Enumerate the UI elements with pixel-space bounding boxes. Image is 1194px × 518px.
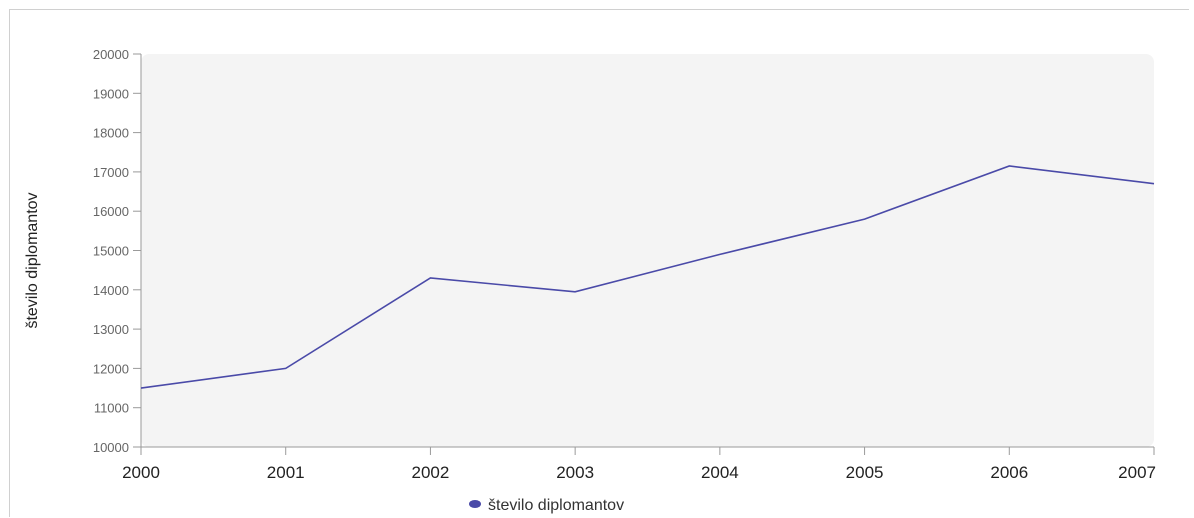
series-line[interactable] (140, 165, 1155, 389)
y-tick-label: 11000 (94, 401, 129, 416)
y-tick-label: 16000 (93, 204, 129, 219)
data-point[interactable] (138, 385, 144, 391)
y-axis-ticks: 10000 11000 12000 13000 14000 15000 16000 17000… (93, 47, 141, 455)
y-tick-label: 10000 (93, 440, 129, 455)
y-tick-label: 15000 (93, 244, 129, 259)
x-tick-label: 2006 (990, 463, 1028, 482)
series-layer (138, 163, 1157, 391)
x-tick-label: 2007 (1118, 463, 1156, 482)
y-tick-label: 17000 (93, 165, 129, 180)
y-tick-label: 20000 (93, 47, 129, 62)
data-point[interactable] (572, 289, 578, 295)
x-tick-label: 2001 (267, 463, 305, 482)
chart-frame (9, 9, 1189, 517)
y-tick-label: 13000 (93, 322, 129, 337)
y-tick-label: 12000 (93, 361, 129, 376)
data-point[interactable] (283, 365, 289, 371)
data-point[interactable] (1006, 163, 1012, 169)
x-axis-ticks: 2000 2001 2002 2003 2004 2005 2006 2007 (122, 447, 1156, 482)
legend[interactable]: število diplomantov (469, 497, 624, 514)
x-tick-label: 2003 (556, 463, 594, 482)
x-tick-label: 2000 (122, 463, 160, 482)
x-tick-label: 2004 (701, 463, 739, 482)
legend-label: število diplomantov (488, 497, 624, 514)
data-point[interactable] (427, 275, 433, 281)
plot-area (141, 54, 1154, 447)
y-tick-label: 19000 (93, 86, 129, 101)
y-axis-title: število diplomantov (24, 192, 41, 328)
y-tick-label: 14000 (93, 283, 129, 298)
data-point[interactable] (1151, 181, 1157, 187)
x-tick-label: 2005 (846, 463, 884, 482)
legend-marker-icon (469, 500, 481, 508)
x-tick-label: 2002 (412, 463, 450, 482)
y-tick-label: 18000 (93, 126, 129, 141)
data-point[interactable] (862, 216, 868, 222)
data-point[interactable] (717, 251, 723, 257)
